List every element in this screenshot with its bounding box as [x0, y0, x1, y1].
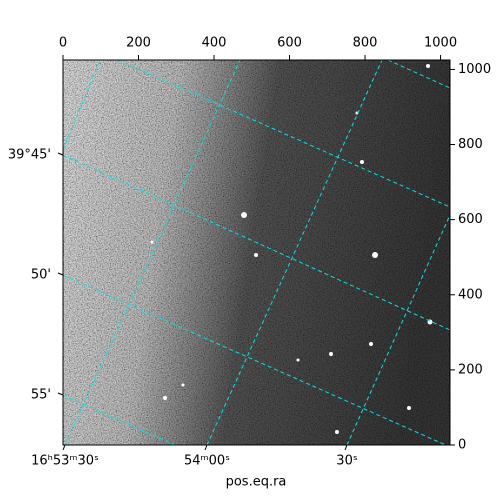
y-tick-label: 0: [458, 438, 466, 453]
x-tick-label: 200: [126, 36, 151, 51]
x-axis-label: pos.eq.ra: [226, 475, 287, 490]
world-grid: [63, 60, 450, 445]
dec-tick: [57, 392, 64, 396]
sky-image: [63, 60, 450, 445]
y-tick-label: 800: [458, 137, 483, 152]
dec-tick-label: 39°45': [8, 148, 51, 163]
x-tick-label: 400: [202, 36, 227, 51]
x-tick-label: 600: [277, 36, 302, 51]
ra-tick: [62, 444, 66, 451]
y-tick-label: 400: [458, 287, 483, 302]
dec-tick: [57, 152, 64, 156]
dec-tick: [57, 272, 64, 276]
ra-tick-label: 54ᵐ00ˢ: [184, 454, 230, 469]
y-tick-label: 1000: [458, 62, 491, 77]
plot-frame: [62, 59, 451, 446]
y-tick-label: 600: [458, 212, 483, 227]
x-tick-label: 0: [59, 36, 67, 51]
ra-tick: [344, 444, 348, 451]
dec-tick-label: 50': [31, 268, 51, 283]
ra-tick: [204, 444, 208, 451]
dec-tick-label: 55': [31, 388, 51, 403]
ra-tick-label: 30ˢ: [336, 454, 358, 469]
y-tick-label: 200: [458, 362, 483, 377]
x-tick-label: 800: [353, 36, 378, 51]
ra-tick-label: 16ʰ53ᵐ30ˢ: [31, 454, 99, 469]
x-tick-label: 1000: [424, 36, 457, 51]
